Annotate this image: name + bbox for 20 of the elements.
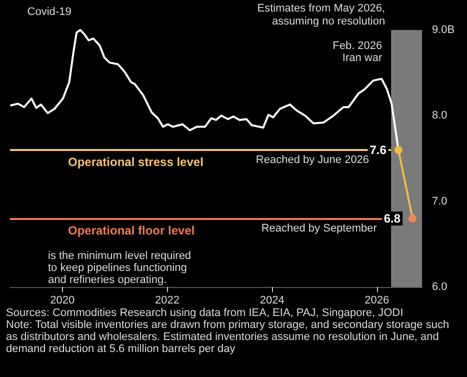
source-note: Sources: Commodities Research using data from IEA, EIA, PAJ, Singapore, JODI [6, 307, 404, 319]
y-tick-label: 7.0 [432, 195, 448, 208]
ref-line-label: Operational stress level [68, 154, 204, 169]
y-tick-label: 6.0 [432, 281, 448, 293]
annotation: is the minimum level required to keep pipelines functioning and refineries operating. [48, 250, 194, 286]
x-tick-label: 2026 [364, 294, 390, 306]
data-label: 7.6 [370, 142, 387, 157]
y-tick-label: 9.0B [432, 24, 455, 36]
annotation: Reached by September [261, 222, 378, 234]
text: Note: Total visible inventories are drawn from primary storage, and secondary storage such as distributors and wholesalers. Estimated inventories assume no resolution in June, and demand reduction at 5.6 million barrels per day [6, 319, 452, 355]
annotation: Reached by June 2026 [256, 154, 370, 166]
data-label: 6.8 [384, 211, 401, 226]
annotation: Feb. 2026 Iran war [332, 40, 382, 64]
text: Covid-19 [27, 6, 72, 18]
band-label: Estimates from May 2026, assuming no resolution [257, 2, 386, 28]
y-tick-label: 8.0 [432, 110, 448, 122]
ref-line-label: Operational floor level [68, 223, 195, 238]
x-tick-label: 2022 [155, 294, 180, 306]
x-tick-label: 2020 [50, 294, 75, 306]
x-tick-label: 2024 [260, 294, 284, 306]
